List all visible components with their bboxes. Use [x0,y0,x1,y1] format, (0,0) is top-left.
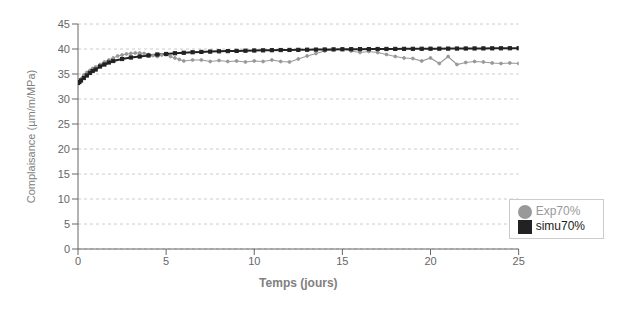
svg-text:5: 5 [64,218,70,230]
svg-text:5: 5 [163,255,169,267]
svg-text:10: 10 [58,193,70,205]
html-text:Exp70%: Exp70% [535,204,581,219]
svg-text:20: 20 [58,143,70,155]
svg-text:0: 0 [64,243,70,255]
svg-text:Temps (jours): Temps (jours) [259,276,337,290]
svg-text:15: 15 [336,255,348,267]
svg-text:0: 0 [75,255,81,267]
svg-text:40: 40 [58,43,70,55]
svg-text:45: 45 [58,18,70,30]
svg-text:25: 25 [513,255,525,267]
svg-text:20: 20 [424,255,436,267]
svg-text:35: 35 [58,68,70,80]
svg-text:25: 25 [58,118,70,130]
svg-text:10: 10 [248,255,260,267]
svg-text:Complaisance (µm/m/MPa): Complaisance (µm/m/MPa) [25,70,37,203]
svg-text:30: 30 [58,93,70,105]
svg-text:15: 15 [58,168,70,180]
html-text:simu70%: simu70% [535,219,585,234]
